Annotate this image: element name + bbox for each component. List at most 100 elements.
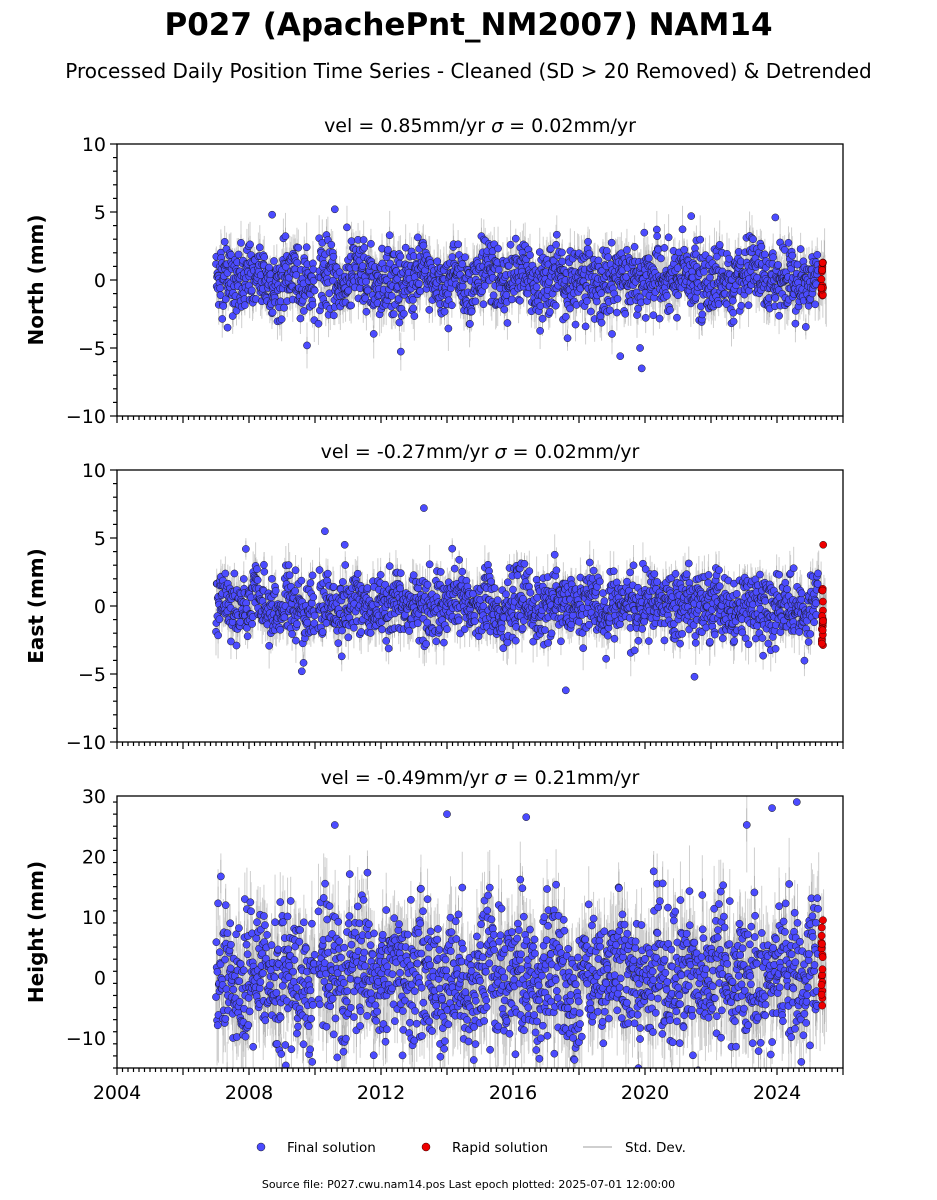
final-point: [545, 307, 554, 316]
final-point: [636, 344, 644, 352]
final-point: [801, 323, 810, 331]
final-point: [448, 253, 457, 261]
y-axis-ticks: [110, 143, 117, 417]
final-point: [678, 225, 687, 234]
final-point: [788, 251, 797, 260]
final-point: [644, 254, 653, 263]
final-point: [652, 225, 661, 234]
final-point: [415, 279, 423, 288]
final-point: [216, 291, 225, 300]
final-point: [396, 252, 405, 261]
final-point: [674, 291, 682, 300]
final-point: [277, 315, 286, 324]
figure-subtitle: Processed Daily Position Time Series - C…: [65, 59, 871, 83]
final-point: [532, 283, 541, 291]
final-point: [535, 248, 544, 256]
final-point: [713, 252, 721, 261]
final-point: [419, 241, 428, 250]
final-point: [300, 307, 308, 315]
final-point: [369, 330, 378, 338]
final-point: [586, 307, 595, 316]
final-point: [749, 235, 757, 244]
final-point: [246, 240, 254, 249]
final-point: [581, 322, 590, 331]
final-point: [247, 286, 256, 295]
final-point: [729, 317, 738, 326]
final-point: [363, 286, 372, 295]
final-point: [444, 324, 453, 333]
final-point: [471, 297, 480, 306]
final-point: [610, 289, 618, 298]
final-point: [410, 312, 419, 320]
final-point: [760, 250, 769, 259]
final-point: [813, 250, 822, 259]
final-point: [228, 312, 237, 320]
final-point: [362, 277, 370, 286]
panels-group: −10 −5 0 5 10 vel = 0.85mm/yr σ = 0.02mm/yr No…: [24, 115, 844, 1104]
final-point: [440, 307, 449, 316]
y-tick-label: 10: [82, 134, 106, 156]
final-point: [584, 237, 592, 246]
final-point: [302, 243, 311, 252]
final-point: [757, 242, 766, 251]
y-tick-label: 0: [94, 270, 106, 292]
final-point: [655, 314, 664, 323]
final-point: [621, 309, 630, 318]
final-point: [630, 243, 639, 251]
final-point: [384, 245, 392, 254]
final-point: [722, 300, 731, 309]
final-point: [310, 286, 319, 295]
final-point: [500, 305, 509, 314]
final-point: [613, 308, 621, 317]
final-point: [744, 301, 753, 310]
final-point: [563, 334, 572, 343]
final-point: [663, 291, 671, 300]
final-point: [327, 240, 336, 249]
final-point: [597, 318, 606, 327]
y-tick-label: −5: [78, 338, 106, 360]
final-point: [494, 244, 502, 253]
final-point: [503, 319, 512, 327]
final-point: [504, 261, 513, 270]
final-point: [680, 245, 689, 254]
rapid-point: [818, 258, 827, 267]
final-point: [700, 267, 708, 276]
y-tick-label: 5: [94, 202, 106, 224]
final-point: [657, 254, 665, 263]
final-point: [771, 294, 780, 302]
final-point: [343, 223, 351, 232]
figure-title: P027 (ApachePnt_NM2007) NAM14: [164, 7, 772, 43]
final-point: [664, 233, 673, 242]
final-point: [769, 253, 778, 262]
final-point: [413, 233, 422, 242]
final-point: [634, 304, 642, 313]
final-point: [552, 230, 561, 239]
final-point: [237, 238, 245, 247]
final-point: [784, 238, 793, 247]
final-point: [396, 347, 405, 356]
final-point: [585, 249, 594, 258]
final-point: [687, 212, 696, 220]
final-point: [347, 301, 355, 310]
final-point: [255, 243, 264, 252]
final-point: [461, 253, 469, 262]
final-point: [633, 311, 641, 319]
final-point: [344, 286, 353, 295]
final-point: [489, 291, 498, 300]
final-point: [673, 313, 681, 322]
y-axis-label: North (mm): [24, 214, 48, 345]
final-point: [309, 276, 318, 285]
final-point: [607, 238, 616, 247]
final-point: [292, 271, 301, 279]
final-point: [395, 318, 404, 327]
final-point: [571, 320, 580, 329]
final-point: [409, 304, 418, 313]
final-point: [583, 297, 591, 305]
final-point: [359, 236, 368, 244]
final-point: [660, 244, 669, 252]
final-point: [551, 301, 560, 310]
final-point: [409, 296, 417, 304]
final-point: [698, 310, 707, 319]
